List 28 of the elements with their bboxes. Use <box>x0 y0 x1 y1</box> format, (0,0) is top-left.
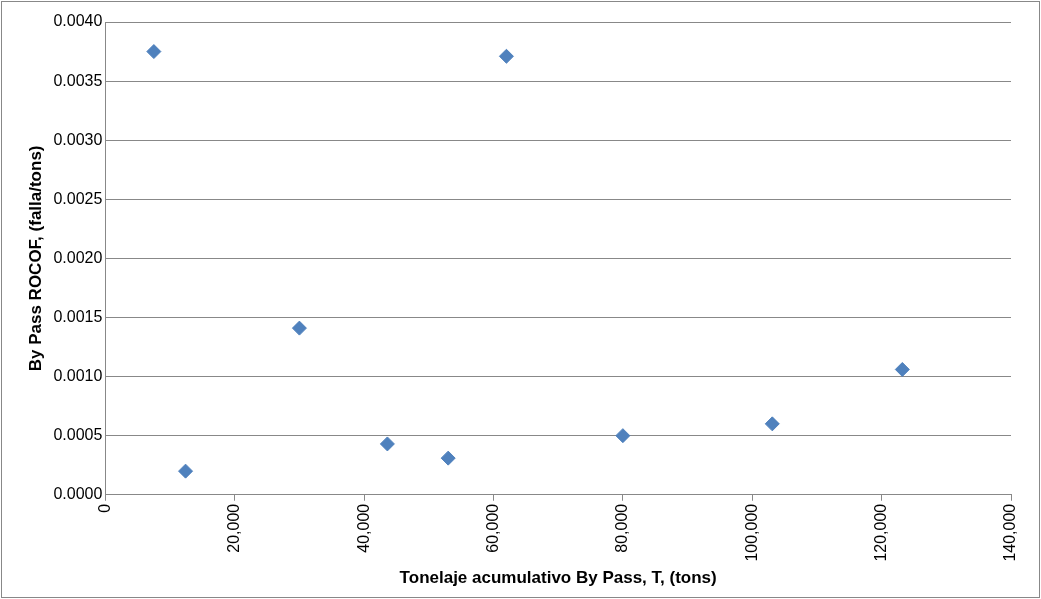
x-tick-label: 100,000 <box>742 503 760 562</box>
x-tick-label: 40,000 <box>354 503 372 553</box>
point <box>291 320 307 336</box>
x-tick-label: 60,000 <box>483 503 501 553</box>
y-tick-label: 0.0005 <box>53 426 103 444</box>
point <box>764 416 780 432</box>
x-tick-label: 120,000 <box>872 503 890 562</box>
point <box>146 44 162 60</box>
x-tick-label: 0 <box>95 503 113 513</box>
x-tick-label: 140,000 <box>1001 503 1019 562</box>
y-tick-label: 0.0035 <box>53 71 103 89</box>
y-tick-label: 0.0000 <box>53 485 103 503</box>
point <box>178 463 194 479</box>
y-axis-title: By Pass ROCOF, (falla/tons) <box>25 145 45 372</box>
x-tick-label: 80,000 <box>613 503 631 553</box>
point <box>379 436 395 452</box>
point <box>498 48 514 64</box>
y-tick-label: 0.0015 <box>53 307 103 325</box>
y-tick-label: 0.0010 <box>53 366 103 384</box>
y-tick-label: 0.0030 <box>53 130 103 148</box>
y-tick-label: 0.0025 <box>53 189 103 207</box>
point <box>440 450 456 466</box>
y-tick-label: 0.0040 <box>53 12 103 30</box>
point <box>894 361 910 377</box>
x-tick-label: 20,000 <box>225 503 243 553</box>
y-tick-label: 0.0020 <box>53 248 103 266</box>
x-axis-title: Tonelaje acumulativo By Pass, T, (tons) <box>399 568 717 588</box>
point <box>615 428 631 444</box>
